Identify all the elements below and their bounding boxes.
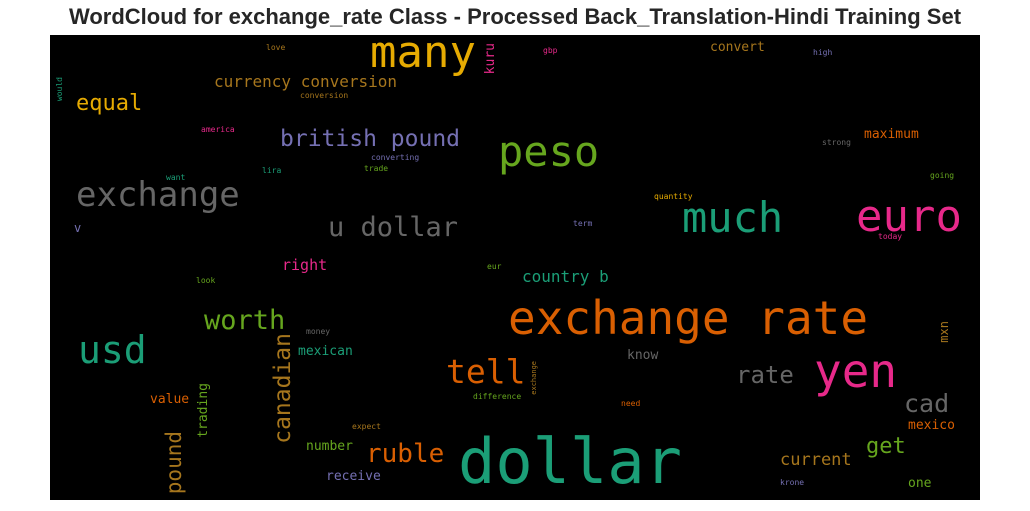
word-cad: cad: [904, 389, 950, 418]
word-going: going: [930, 171, 955, 180]
word-krone: krone: [780, 478, 805, 487]
word-strong: strong: [822, 138, 851, 147]
word-trade: trade: [364, 164, 389, 173]
word-exchange: exchange: [76, 175, 240, 215]
word-trading: trading: [196, 383, 211, 438]
word-eur: eur: [487, 262, 502, 271]
word-equal: equal: [76, 91, 143, 116]
word-tell: tell: [446, 352, 526, 391]
word-euro: euro: [856, 191, 962, 242]
word-mexico: mexico: [908, 418, 955, 433]
word-currency-conversion: currency conversion: [214, 72, 398, 91]
word-pound: pound: [162, 431, 186, 495]
word-want: want: [166, 173, 186, 182]
word-much: much: [682, 193, 784, 242]
word-cloud: dollar exchange rate many euro yen peso …: [50, 35, 980, 500]
page-title: WordCloud for exchange_rate Class - Proc…: [68, 4, 962, 29]
word-u-dollar: u dollar: [328, 212, 459, 243]
word-high: high: [813, 48, 833, 57]
word-number: number: [306, 439, 353, 454]
word-kuru: kuru: [483, 43, 498, 75]
word-term: term: [573, 219, 593, 228]
word-lira: lira: [262, 166, 282, 175]
word-exchange-rate: exchange rate: [508, 291, 869, 345]
word-rate: rate: [736, 361, 794, 389]
word-know: know: [627, 348, 659, 363]
word-convert: convert: [710, 40, 765, 55]
word-need: need: [621, 399, 641, 408]
word-today: today: [878, 232, 903, 241]
word-maximum: maximum: [864, 127, 919, 142]
word-one: one: [908, 476, 932, 491]
word-country-b: country b: [522, 267, 609, 286]
word-right: right: [282, 256, 328, 274]
word-would: would: [55, 77, 64, 102]
word-british-pound: british pound: [280, 126, 461, 152]
word-quantity: quantity: [654, 192, 693, 201]
word-money: money: [306, 327, 331, 336]
word-expect: expect: [352, 422, 381, 431]
word-receive: receive: [326, 469, 381, 484]
word-difference: difference: [473, 392, 522, 401]
word-conversion: conversion: [300, 91, 349, 100]
word-converting: converting: [371, 153, 420, 162]
word-mexican: mexican: [298, 344, 353, 359]
word-canadian: canadian: [270, 333, 296, 444]
word-look: look: [196, 276, 216, 285]
word-v: v: [74, 221, 82, 235]
word-ruble: ruble: [366, 439, 445, 469]
word-value: value: [150, 392, 190, 407]
word-exchange-small: exchange: [530, 361, 538, 395]
word-peso: peso: [498, 127, 600, 176]
word-yen: yen: [814, 344, 898, 398]
word-many: many: [370, 35, 476, 78]
word-current: current: [780, 450, 852, 470]
word-worth: worth: [204, 305, 286, 336]
word-love: love: [266, 43, 286, 52]
word-usd: usd: [78, 328, 147, 372]
word-gbp: gbp: [543, 46, 558, 55]
word-get: get: [866, 434, 906, 459]
word-mxn: mxn: [937, 321, 951, 343]
word-america: america: [201, 125, 235, 134]
word-dollar: dollar: [458, 425, 682, 498]
